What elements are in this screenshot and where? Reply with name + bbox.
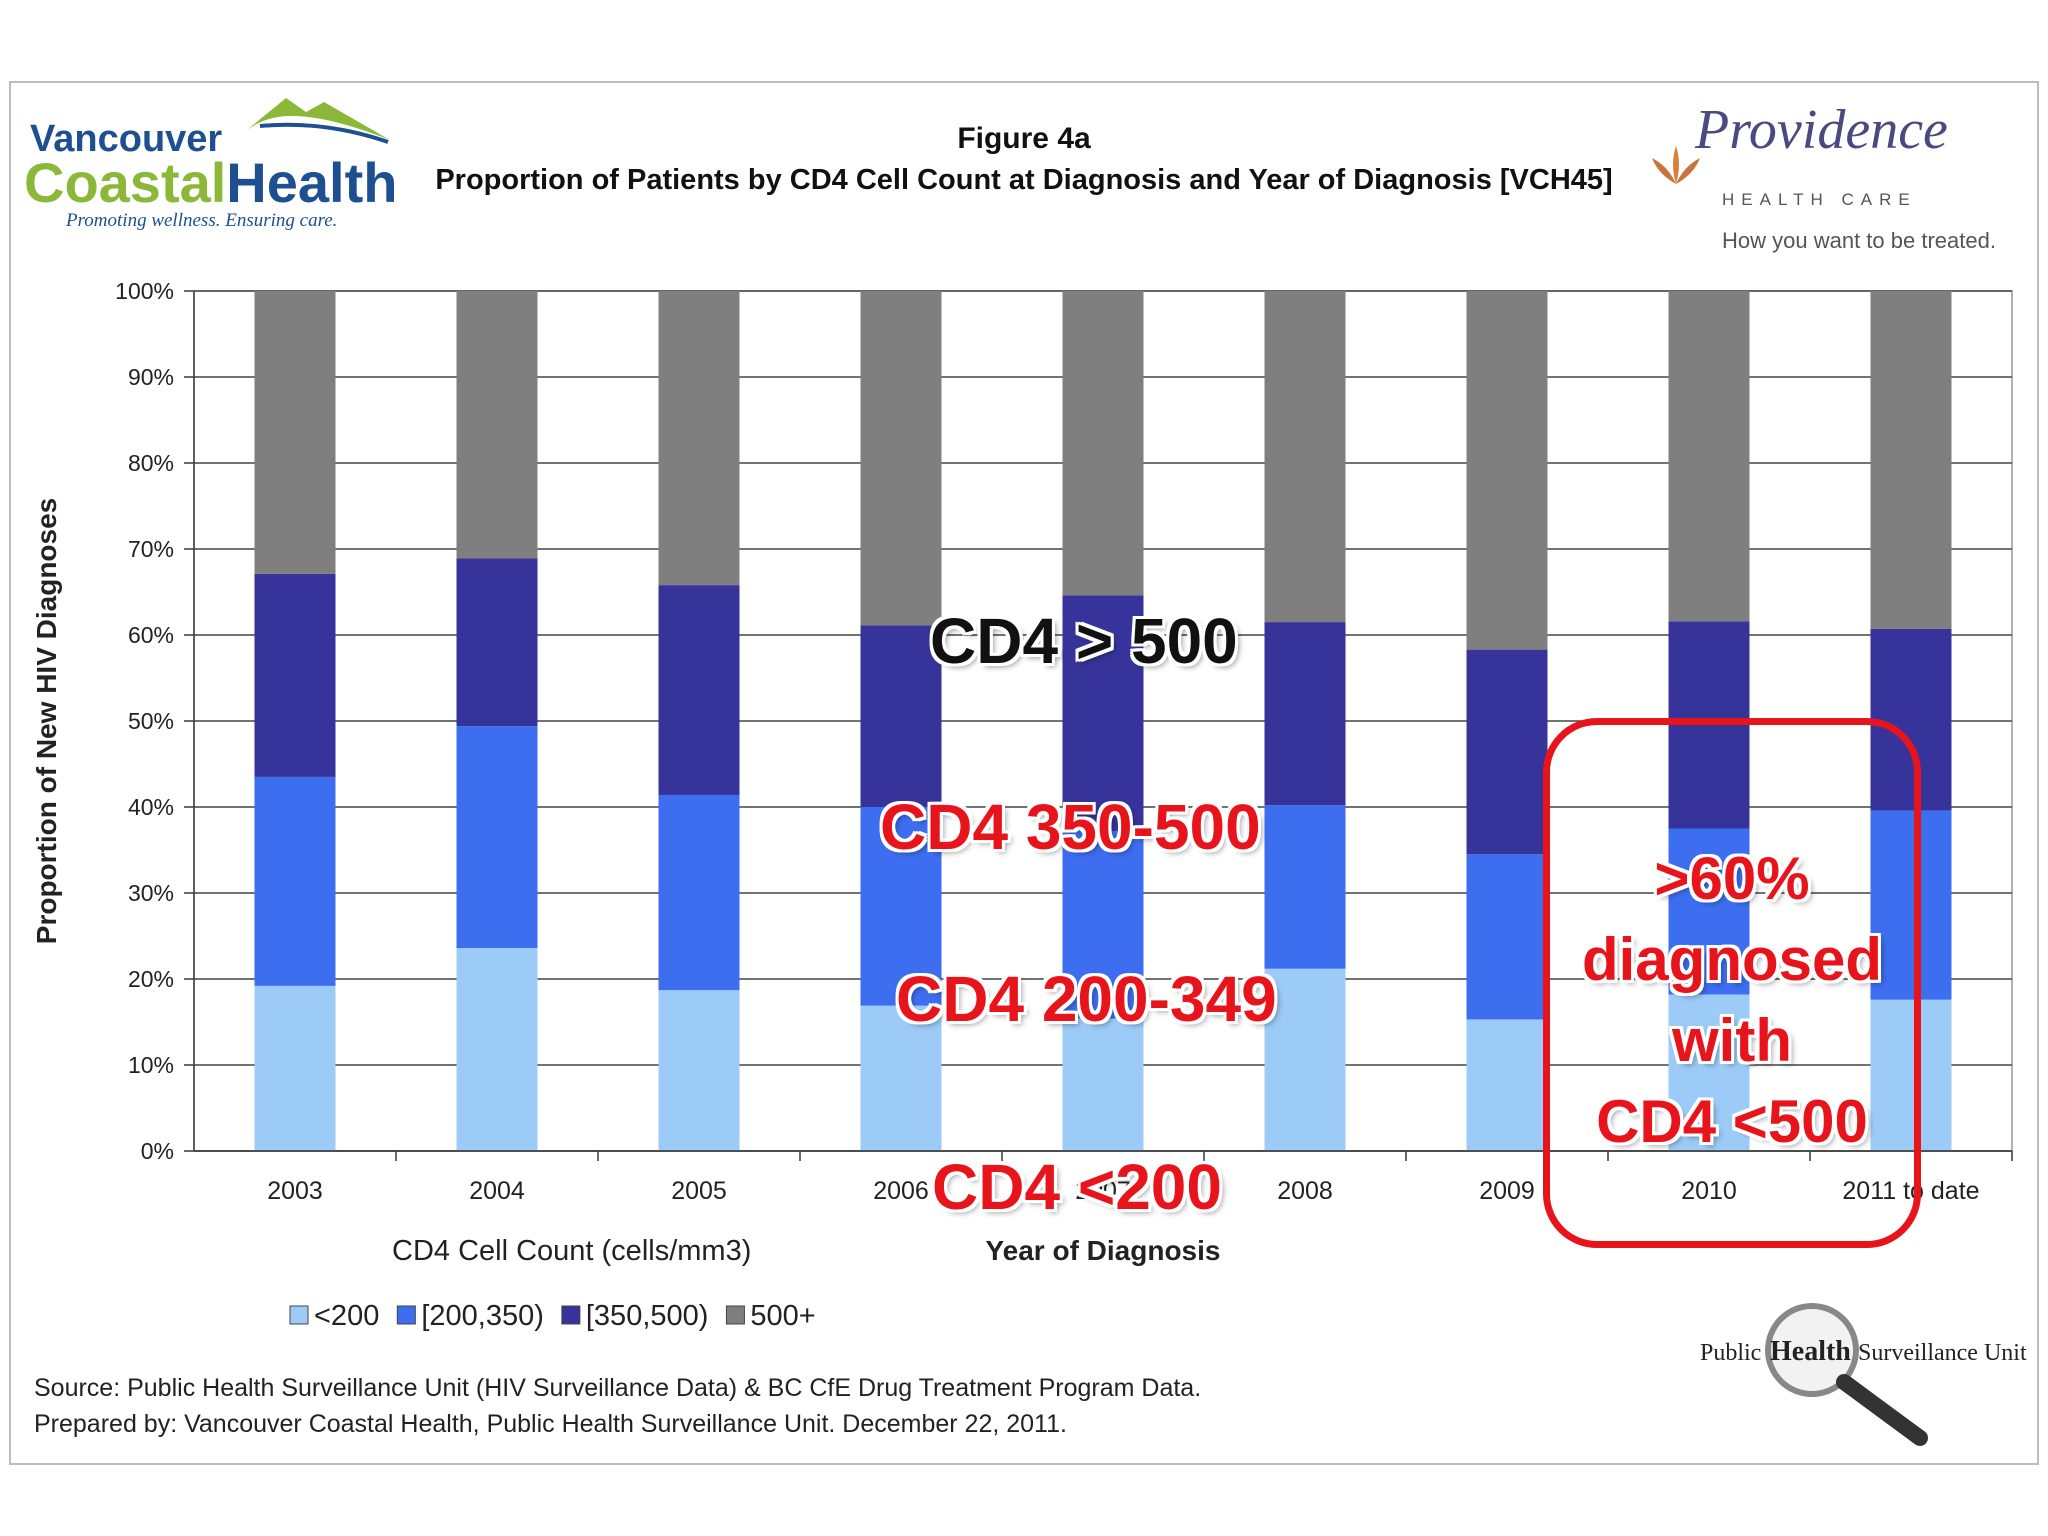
bar-segment: [1466, 291, 1548, 650]
bar-segment: [1264, 968, 1346, 1151]
x-tick-label: 2006: [873, 1177, 929, 1205]
bar-segment: [860, 291, 942, 626]
legend-entry: 500+: [750, 1300, 815, 1332]
bar-segment: [456, 558, 538, 727]
bar-segment: [860, 625, 942, 807]
legend-swatch: [561, 1305, 581, 1325]
vch-logo-text-vancouver: Vancouver: [30, 118, 223, 160]
y-tick-label: 100%: [115, 278, 174, 304]
y-tick-label: 70%: [128, 536, 174, 562]
chart-title: Proportion of Patients by CD4 Cell Count…: [435, 164, 1613, 196]
legend-entry: [350,500): [586, 1300, 709, 1332]
annotation-cd4-gt-500: CD4 > 500: [930, 605, 1238, 677]
magnifying-glass-icon: [1765, 1303, 1928, 1446]
highlight-box: [1543, 718, 1921, 1248]
annotation-cd4-350-500: CD4 350-500: [880, 791, 1261, 863]
bar-segment: [254, 985, 336, 1151]
bar-segment: [860, 1005, 942, 1151]
note-line: with: [1672, 1007, 1792, 1074]
phsu-health: Health: [1770, 1336, 1851, 1367]
bar-segment: [456, 948, 538, 1151]
bar-segment: [456, 726, 538, 949]
vch-logo-text-coastal-health: CoastalHealth: [24, 150, 397, 215]
x-tick-label: 2008: [1277, 1177, 1333, 1205]
x-tick-label: 2003: [267, 1177, 323, 1205]
bar-segment: [1668, 828, 1750, 995]
legend-swatch: [289, 1305, 309, 1325]
bar-segment: [456, 291, 538, 559]
legend-entry: [200,350): [421, 1300, 544, 1332]
y-axis-label: Proportion of New HIV Diagnoses: [31, 498, 62, 944]
bar-segment: [1264, 622, 1346, 806]
bar-segment: [860, 807, 942, 1006]
bar-segment: [1668, 291, 1750, 622]
bar-segment: [254, 573, 336, 777]
bar-segment: [1466, 854, 1548, 1020]
bar-segment: [1264, 805, 1346, 969]
x-tick-label: 2010: [1681, 1177, 1737, 1205]
phsu-surveillance-unit: Surveillance Unit: [1858, 1340, 2027, 1366]
y-tick-label: 90%: [128, 364, 174, 390]
bar-segment: [1668, 994, 1750, 1151]
vch-logo-coastal: Coastal: [24, 151, 227, 214]
source-note: Source: Public Health Surveillance Unit …: [34, 1374, 1202, 1402]
bar-segment: [1062, 291, 1144, 596]
y-tick-label: 80%: [128, 450, 174, 476]
y-tick-label: 60%: [128, 622, 174, 648]
bar-segment: [658, 291, 740, 586]
bar-segment: [1062, 831, 1144, 1019]
legend-entry: <200: [314, 1300, 379, 1332]
x-tick-label: 2004: [469, 1177, 525, 1205]
legend-title: CD4 Cell Count (cells/mm3): [392, 1235, 751, 1267]
note-line: >60%: [1654, 845, 1810, 912]
bar-segment: [1466, 649, 1548, 855]
bar-segment: [1870, 628, 1952, 811]
bar-segment: [1062, 1018, 1144, 1151]
annotation-cd4-200-349: CD4 200-349: [896, 963, 1277, 1035]
y-tick-label: 20%: [128, 966, 174, 992]
vch-mountain-logo-icon: [242, 98, 390, 144]
vch-tagline: Promoting wellness. Ensuring care.: [66, 210, 338, 231]
bar-segment: [1870, 291, 1952, 629]
vch-logo-health: Health: [226, 151, 398, 214]
providence-tagline: How you want to be treated.: [1722, 228, 1996, 253]
bar-segment: [658, 794, 740, 991]
legend-swatch: [725, 1305, 745, 1325]
providence-logo-text: Providence: [1695, 99, 1948, 161]
bar-segment: [658, 990, 740, 1151]
providence-flame-icon: [1652, 146, 1700, 184]
y-tick-label: 0%: [141, 1138, 174, 1164]
y-tick-label: 50%: [128, 708, 174, 734]
x-tick-label: 2007: [1075, 1177, 1131, 1205]
figure-label: Figure 4a: [957, 122, 1091, 155]
bar-segment: [1466, 1019, 1548, 1151]
annotation-note: >60% diagnosed with CD4 <500: [1543, 838, 1921, 1162]
prepared-by-note: Prepared by: Vancouver Coastal Health, P…: [34, 1410, 1067, 1438]
y-tick-label: 10%: [128, 1052, 174, 1078]
bar-segment: [658, 585, 740, 795]
note-line: CD4 <500: [1596, 1088, 1868, 1155]
y-tick-label: 30%: [128, 880, 174, 906]
annotation-cd4-lt-200: CD4 <200: [932, 1151, 1222, 1223]
bar-segment: [254, 776, 336, 986]
bar-segment: [1870, 810, 1952, 1000]
x-tick-label: 2005: [671, 1177, 727, 1205]
x-tick-label: 2009: [1479, 1177, 1535, 1205]
legend-swatch: [396, 1305, 416, 1325]
x-axis-label: Year of Diagnosis: [986, 1235, 1221, 1266]
bar-segment: [254, 291, 336, 574]
bar-segment: [1062, 595, 1144, 832]
phsu-public: Public: [1700, 1340, 1762, 1366]
note-line: diagnosed: [1581, 926, 1883, 993]
y-tick-label: 40%: [128, 794, 174, 820]
bar-segment: [1264, 291, 1346, 623]
providence-subtitle: HEALTH CARE: [1722, 190, 1917, 209]
bar-segment: [1870, 999, 1952, 1151]
